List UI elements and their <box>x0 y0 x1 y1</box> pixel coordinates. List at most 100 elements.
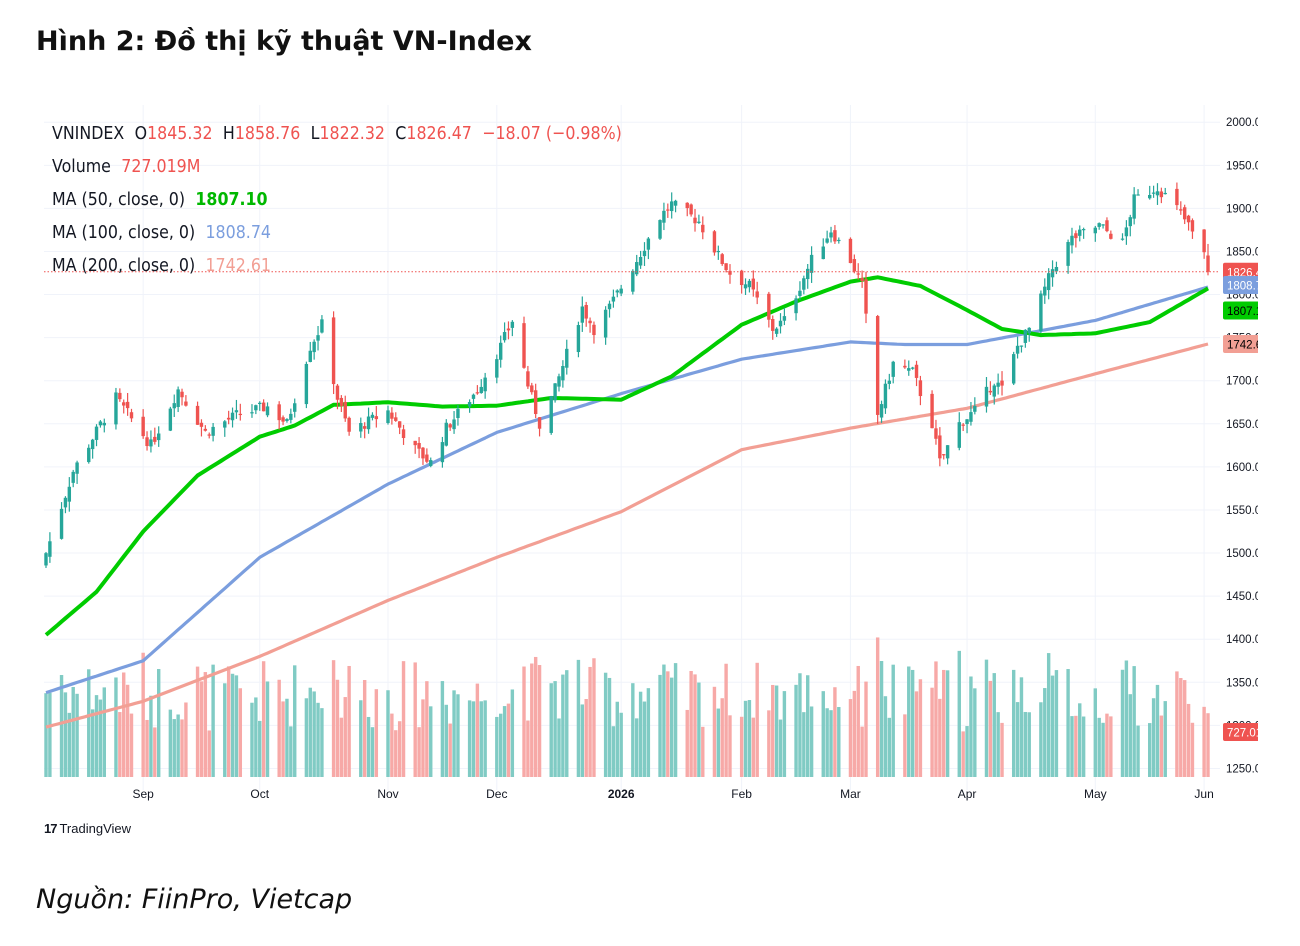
volume-bar <box>887 717 892 777</box>
volume-bar <box>289 726 293 777</box>
candle-body <box>1136 194 1140 196</box>
volume-bar <box>495 716 499 777</box>
volume-bar <box>809 706 814 777</box>
volume-bar <box>506 703 511 777</box>
volume-bar <box>1093 688 1098 777</box>
volume-bar <box>176 714 180 777</box>
volume-bar <box>316 702 320 777</box>
volume-bar <box>592 658 596 777</box>
candle-body <box>153 436 157 442</box>
volume-bar <box>223 683 227 777</box>
candle-body <box>510 321 515 328</box>
ma100-row[interactable]: MA (100, close, 0) 1808.74 <box>52 216 622 249</box>
candle-body <box>359 423 363 432</box>
volume-bar <box>662 664 666 777</box>
y-tick-label: 1650.00 <box>1226 419 1258 431</box>
volume-bar <box>471 701 476 777</box>
candle-body <box>258 402 262 405</box>
volume-row[interactable]: Volume 727.019M <box>52 150 622 183</box>
ma50-row[interactable]: MA (50, close, 0) 1807.10 <box>52 183 622 216</box>
candle-body <box>145 437 149 447</box>
candle-body <box>673 200 678 206</box>
ma100-label: MA (100, close, 0) <box>52 222 196 243</box>
volume-bar <box>1124 660 1129 777</box>
ma200-row[interactable]: MA (200, close, 0) 1742.61 <box>52 249 622 282</box>
volume-bar <box>479 701 483 777</box>
volume-bar <box>864 681 868 777</box>
volume-bar <box>712 686 717 777</box>
ma50-line <box>44 275 1210 637</box>
candlestick-chart[interactable]: 1250.001300.001350.001400.001450.001500.… <box>40 105 1258 845</box>
candle-body <box>848 238 853 264</box>
candle-body <box>471 394 476 399</box>
candle-body <box>320 319 324 333</box>
tradingview-logo-icon: 17 <box>44 821 58 836</box>
volume-bar <box>829 710 833 777</box>
candle-body <box>277 404 281 421</box>
x-tick-label: Jun <box>1194 787 1213 801</box>
candle-body <box>973 405 977 412</box>
candle-body <box>771 319 775 331</box>
chart-panel[interactable]: 1250.001300.001350.001400.001450.001500.… <box>40 105 1258 845</box>
volume-bar <box>230 673 235 777</box>
volume-bar <box>448 723 452 777</box>
volume-bar <box>1050 675 1055 777</box>
volume-bar <box>149 695 153 777</box>
volume-bar <box>860 726 864 777</box>
volume-bar <box>199 681 204 777</box>
volume-bar <box>125 684 130 777</box>
candle-body <box>1148 194 1152 199</box>
volume-bar <box>1182 680 1187 777</box>
volume-bar <box>673 663 678 777</box>
candle-body <box>945 445 950 459</box>
volume-bar <box>774 685 779 777</box>
low-value: 1822.32 <box>319 123 385 144</box>
volume-bar <box>304 698 309 777</box>
candle-body <box>397 421 402 428</box>
volume-bar <box>910 669 915 777</box>
volume-bar <box>883 696 888 777</box>
candle-body <box>386 410 390 423</box>
candle-body <box>156 433 161 441</box>
candle-body <box>852 259 857 272</box>
candle-body <box>1109 233 1113 239</box>
symbol-label: VNINDEX <box>52 123 125 144</box>
volume-bar <box>996 712 1000 777</box>
candle-body <box>697 221 701 223</box>
volume-bar <box>59 675 64 777</box>
volume-bar <box>553 681 557 777</box>
volume-bar <box>87 669 91 777</box>
volume-bar <box>693 674 697 777</box>
candle-body <box>483 377 487 392</box>
candle-body <box>506 328 511 331</box>
volume-bar <box>172 719 176 777</box>
candle-body <box>988 390 993 393</box>
candle-body <box>149 439 153 447</box>
volume-bar <box>856 665 860 777</box>
ma100-line <box>45 285 1209 695</box>
volume-bar <box>102 687 106 777</box>
candle-body <box>285 419 289 422</box>
ma50-value: 1807.10 <box>195 189 268 210</box>
volume-bar <box>751 717 756 777</box>
x-tick-label: Feb <box>731 787 752 801</box>
volume-bar <box>1101 722 1105 777</box>
volume-bar <box>1046 653 1051 777</box>
volume-bar <box>1120 669 1125 777</box>
volume-bar <box>1066 669 1070 777</box>
volume-bar <box>261 661 266 777</box>
volume-bar <box>94 695 99 777</box>
tradingview-logo[interactable]: 17 TradingView <box>44 821 131 836</box>
candle-body <box>211 426 215 436</box>
candle-body <box>90 439 95 450</box>
volume-bar <box>875 637 880 777</box>
ohlc-row[interactable]: VNINDEX O1845.32 H1858.76 L1822.32 C1826… <box>52 117 622 150</box>
candle-body <box>141 416 145 437</box>
candle-body <box>180 391 184 398</box>
candle-body <box>176 389 180 407</box>
candle-body <box>806 268 810 280</box>
candle-body <box>1202 229 1206 253</box>
candle-body <box>195 405 200 425</box>
volume-bar <box>184 702 188 777</box>
volume-bar <box>1019 677 1024 777</box>
